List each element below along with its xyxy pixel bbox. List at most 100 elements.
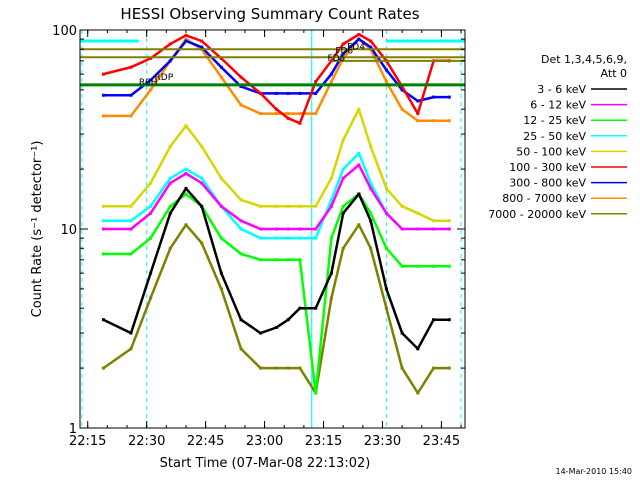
- data-point: [369, 181, 373, 185]
- x-tick-label: 22:15: [69, 434, 106, 449]
- data-point: [184, 33, 188, 37]
- data-point: [286, 227, 290, 231]
- data-point: [329, 176, 333, 180]
- data-point: [298, 227, 302, 231]
- data-point: [400, 331, 404, 335]
- legend-label-6-12-kev: 6 - 12 keV: [530, 99, 586, 112]
- data-point: [298, 91, 302, 95]
- data-point: [341, 56, 345, 60]
- data-point: [286, 366, 290, 370]
- legend-label-800-7000-kev: 800 - 7000 keV: [502, 192, 586, 205]
- data-point: [101, 93, 105, 97]
- data-point: [259, 112, 263, 116]
- data-point: [298, 306, 302, 310]
- data-point: [314, 306, 318, 310]
- data-point: [432, 219, 436, 223]
- data-point: [447, 264, 451, 268]
- data-point: [384, 287, 388, 291]
- data-point: [149, 296, 153, 300]
- data-point: [259, 236, 263, 240]
- data-point: [357, 223, 361, 227]
- flag-label: FD6: [335, 47, 353, 57]
- data-point: [286, 318, 290, 322]
- data-point: [274, 258, 278, 262]
- data-point: [329, 80, 333, 84]
- legend-label-25-50-kev: 25 - 50 keV: [523, 130, 586, 143]
- series-line-7000-20000-kev: [102, 223, 450, 395]
- data-point: [384, 80, 388, 84]
- data-point: [400, 227, 404, 231]
- data-point: [239, 347, 243, 351]
- x-tick-label: 22:45: [187, 434, 224, 449]
- data-point: [168, 246, 172, 250]
- data-point: [274, 227, 278, 231]
- data-point: [416, 119, 420, 123]
- data-point: [101, 366, 105, 370]
- data-point: [219, 271, 223, 275]
- legend-label-300-800-kev: 300 - 800 keV: [509, 177, 586, 190]
- data-point: [184, 37, 188, 41]
- data-point: [286, 236, 290, 240]
- data-point: [239, 252, 243, 256]
- data-point: [384, 211, 388, 215]
- data-point: [239, 75, 243, 79]
- data-point: [184, 192, 188, 196]
- data-point: [184, 186, 188, 190]
- data-point: [384, 68, 388, 72]
- data-point: [259, 366, 263, 370]
- data-point: [416, 391, 420, 395]
- data-point: [286, 112, 290, 116]
- legend: Det 1,3,4,5,6,9, Att 0 3 - 6 keV 6 - 12 k…: [488, 53, 627, 221]
- data-point: [314, 227, 318, 231]
- generation-timestamp: 14-Mar-2010 15:40: [556, 467, 633, 476]
- data-point: [184, 167, 188, 171]
- data-point: [168, 204, 172, 208]
- y-tick-label: 100: [52, 24, 77, 39]
- data-point: [184, 172, 188, 176]
- data-point: [298, 258, 302, 262]
- data-point: [101, 252, 105, 256]
- x-tick-label: 23:30: [364, 434, 401, 449]
- data-point: [129, 227, 133, 231]
- data-point: [259, 91, 263, 95]
- data-point: [341, 246, 345, 250]
- data-point: [416, 112, 420, 116]
- legend-title-line-2: Att 0: [601, 67, 627, 80]
- data-point: [149, 88, 153, 92]
- data-point: [384, 186, 388, 190]
- data-point: [129, 219, 133, 223]
- data-point: [239, 85, 243, 89]
- data-point: [274, 204, 278, 208]
- data-point: [357, 163, 361, 167]
- data-point: [314, 391, 318, 395]
- data-point: [447, 219, 451, 223]
- data-point: [149, 204, 153, 208]
- data-point: [357, 192, 361, 196]
- data-point: [219, 204, 223, 208]
- data-point: [329, 198, 333, 202]
- y-tick-label: 10: [60, 223, 77, 238]
- data-point: [149, 181, 153, 185]
- data-point: [274, 325, 278, 329]
- data-point: [168, 181, 172, 185]
- data-point: [447, 119, 451, 123]
- data-point: [101, 318, 105, 322]
- data-point: [400, 85, 404, 89]
- data-point: [239, 219, 243, 223]
- data-point: [101, 204, 105, 208]
- data-point: [129, 114, 133, 118]
- data-point: [149, 271, 153, 275]
- data-point: [101, 72, 105, 76]
- data-point: [369, 246, 373, 250]
- data-point: [416, 264, 420, 268]
- data-point: [400, 264, 404, 268]
- data-point: [149, 56, 153, 60]
- data-point: [239, 103, 243, 107]
- legend-title-line-1: Det 1,3,4,5,6,9,: [541, 53, 627, 66]
- data-point: [129, 331, 133, 335]
- axis-layer: 22:15 22:30 22:45 23:00 23:15 23:30 23:45 1 10 10…: [52, 24, 465, 449]
- data-point: [200, 241, 204, 245]
- data-point: [369, 45, 373, 49]
- data-point: [184, 124, 188, 128]
